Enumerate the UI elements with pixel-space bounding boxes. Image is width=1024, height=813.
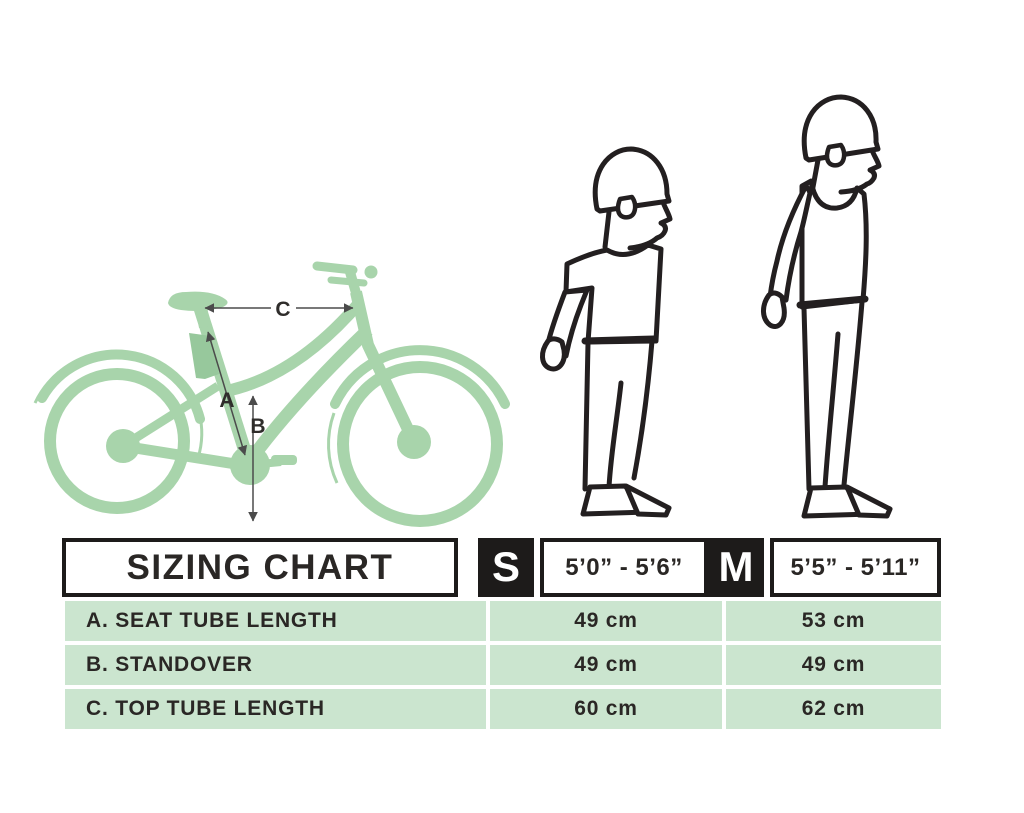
rear-fender: [37, 349, 205, 424]
small-leg-left: [582, 340, 591, 492]
arrow-seat-tube: [205, 331, 248, 456]
seat-stay: [120, 382, 221, 450]
tall-helmet-strap: [824, 142, 847, 168]
tall-shoe-front: [844, 484, 893, 519]
row-value-s: 49 cm: [490, 645, 722, 685]
size-m-header: M: [708, 538, 764, 597]
rear-fender-line2: [33, 370, 60, 404]
front-wheel: [337, 361, 503, 527]
front-hub: [397, 425, 431, 459]
table-title: SIZING CHART: [62, 538, 458, 597]
fork: [350, 290, 420, 445]
size-m-range: 5’5” - 5’11”: [770, 538, 941, 597]
tall-helmet: [801, 94, 881, 163]
tall-belt: [796, 295, 869, 309]
down-tube: [246, 325, 373, 462]
row-label: C. TOP TUBE LENGTH: [65, 689, 486, 729]
small-shirt: [563, 242, 664, 345]
tall-hand: [761, 290, 787, 329]
tall-leg-left: [801, 305, 812, 492]
size-s-letter: S: [491, 542, 520, 590]
tall-neck: [810, 157, 821, 190]
row-label: A. SEAT TUBE LENGTH: [65, 601, 486, 641]
dimension-arrows: C A B: [204, 297, 354, 522]
tall-face: [838, 147, 882, 195]
rider-figure-small: [540, 146, 673, 518]
tall-tank-top: [799, 178, 869, 310]
small-helmet-strap: [615, 194, 638, 220]
stem: [345, 270, 363, 302]
brake-lever: [327, 276, 368, 287]
rider-figure-tall: [761, 94, 893, 519]
label-c-backing: [271, 297, 296, 318]
row-value-m: 53 cm: [726, 601, 941, 641]
chain-stay: [122, 440, 249, 472]
dimension-label-a: A: [219, 389, 234, 412]
row-value-s: 49 cm: [490, 601, 722, 641]
sizing-illustration: C A B: [33, 94, 893, 527]
size-m-range-text: 5’5” - 5’11”: [790, 553, 921, 581]
small-leg-right: [631, 338, 655, 481]
dimension-label-b: B: [250, 415, 265, 438]
size-m-letter: M: [718, 542, 754, 590]
table-title-text: SIZING CHART: [126, 547, 394, 587]
small-leg-inner: [606, 380, 624, 490]
sizing-table: SIZING CHART S 5’0” - 5’6” M 5’5” - 5’11…: [62, 538, 941, 730]
row-label: B. STANDOVER: [65, 645, 486, 685]
bike-illustration: [33, 261, 510, 527]
table-row-standover: B. STANDOVER 49 cm 49 cm: [62, 645, 941, 685]
row-value-m: 49 cm: [726, 645, 941, 685]
table-row-top-tube: C. TOP TUBE LENGTH 60 cm 62 cm: [62, 689, 941, 729]
handlebar-grip: [312, 261, 358, 275]
tall-leg-right: [841, 299, 865, 488]
size-s-header: S: [478, 538, 534, 597]
small-neck: [602, 209, 612, 250]
pedal: [271, 455, 297, 465]
small-face: [627, 199, 673, 251]
rear-wheel: [44, 368, 190, 514]
small-belt: [581, 335, 658, 345]
row-value-m: 62 cm: [726, 689, 941, 729]
rear-hub: [106, 429, 140, 463]
bell: [364, 265, 378, 279]
front-fender: [330, 345, 510, 409]
small-hand: [540, 336, 567, 372]
front-fender-line: [326, 412, 339, 484]
tall-arm: [767, 183, 813, 303]
table-row-seat-tube: A. SEAT TUBE LENGTH 49 cm 53 cm: [62, 601, 941, 641]
small-shoe-front: [623, 483, 672, 518]
small-helmet: [592, 146, 672, 214]
size-s-range-text: 5’0” - 5’6”: [565, 553, 683, 581]
row-value-s: 60 cm: [490, 689, 722, 729]
size-s-range: 5’0” - 5’6”: [540, 538, 708, 597]
bottom-bracket: [230, 445, 270, 485]
dimension-label-c: C: [275, 298, 290, 321]
tall-leg-inner: [822, 331, 841, 490]
